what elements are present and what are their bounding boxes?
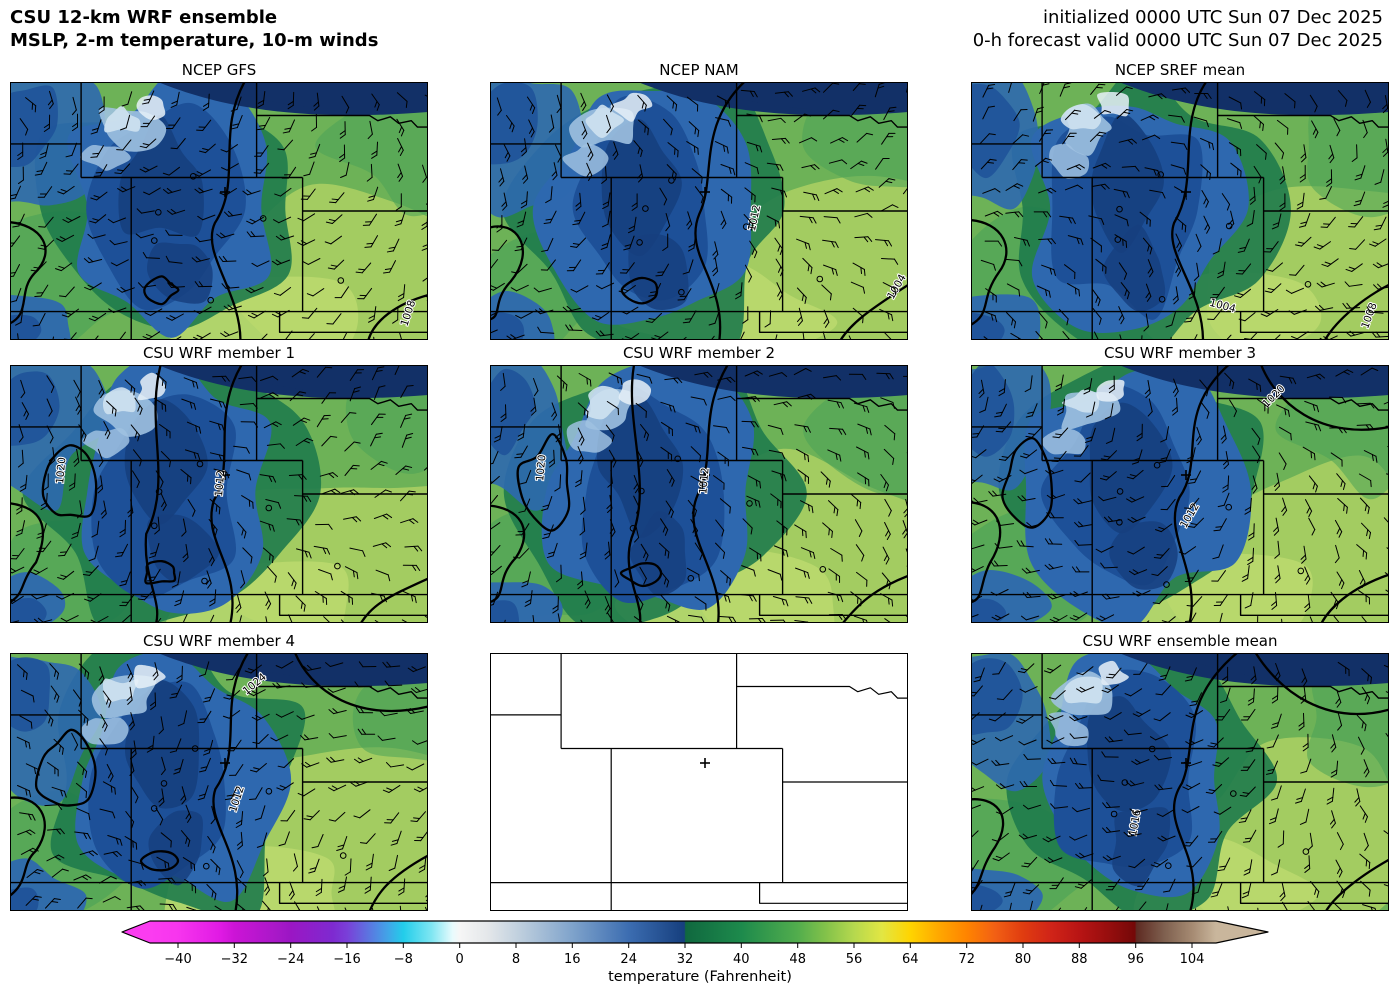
station-circles [1110,745,1310,869]
colorbar-tick-label: 96 [1127,952,1144,967]
title-line-1: CSU 12-km WRF ensemble [10,7,278,28]
colorbar-tick-label: −32 [221,952,248,967]
panel-csu-wrf-member-2: CSU WRF member 2 1020 1012 [490,343,908,623]
wind-barbs [490,82,908,340]
pressure-contours [490,365,908,623]
contour-labels: 1020 1012 [53,456,228,499]
panel-ncep-nam: NCEP NAM 1012 1004 [490,60,908,340]
contour-label: 1020 [534,454,548,482]
init-time: initialized 0000 UTC Sun 07 Dec 2025 [1042,7,1383,28]
colorbar-tick-label: 40 [733,952,750,967]
colorbar-tick-label: 88 [1071,952,1088,967]
colorbar-tick-label: 24 [620,952,637,967]
panel-title: NCEP SREF mean [1114,61,1246,79]
panel-csu-wrf-ensemble-mean: CSU WRF ensemble mean 1016 [971,631,1389,911]
panel-title: NCEP NAM [659,61,739,79]
panel-title: NCEP GFS [181,61,257,79]
colorbar-tick-label: −40 [164,952,191,967]
wind-barbs [490,367,908,623]
colorbar-ticks [177,943,1193,948]
title-line-2: MSLP, 2-m temperature, 10-m winds [10,30,379,51]
colorbar-tick-label: 80 [1015,952,1032,967]
map-ncep-gfs: 1008 [10,82,428,340]
contour-labels: 1016 [1126,807,1145,838]
state-borders [971,365,1389,623]
panel-ncep-sref-mean: NCEP SREF mean 1004 1008 [971,60,1389,340]
map-blank-basemap [490,653,908,911]
station-circles [636,177,824,296]
wind-barbs [971,367,1389,623]
colorbar-tick-label: 16 [564,952,581,967]
colorbar-tick-label: 72 [958,952,975,967]
panel-title [490,631,908,653]
colorbar-tick-label: 8 [512,952,520,967]
state-borders [10,365,428,623]
temperature-field [971,653,1389,911]
panel-title: CSU WRF member 4 [142,632,296,650]
wind-barbs [971,661,1389,911]
map-csu-wrf-member-1: 1020 1012 [10,365,428,623]
panel-title: CSU WRF member 1 [142,344,296,362]
valid-time: 0-h forecast valid 0000 UTC Sun 07 Dec 2… [972,30,1383,51]
colorbar: −40 −32 −24 −16 −8 0 8 16 24 32 40 48 56 64 72 80 88 96 10… [110,918,1290,985]
state-borders [490,653,908,911]
contour-labels: 1020 1012 [533,453,712,496]
map-csu-wrf-ensemble-mean: 1016 [971,653,1389,911]
map-ncep-sref-mean: 1004 1008 [971,82,1389,340]
colorbar-tick-label: 56 [846,952,863,967]
figure-timestamp: initialized 0000 UTC Sun 07 Dec 2025 0-h… [973,6,1383,52]
colorbar-gradient-bar [121,920,1269,944]
colorbar-tick-label: −8 [394,952,413,967]
wind-barbs [979,82,1389,340]
station-circles [151,460,341,585]
state-borders [971,82,1389,340]
colorbar-tick-label: 32 [677,952,694,967]
map-csu-wrf-member-2: 1020 1012 [490,365,908,623]
contour-label: 1020 [54,457,68,485]
station-circles [150,745,347,870]
colorbar-tick-label: −24 [277,952,304,967]
contour-label: 1012 [213,470,227,498]
panel-title: CSU WRF member 2 [622,344,776,362]
city-marker [700,758,710,768]
station-circles [1116,461,1305,588]
panel-blank-basemap [490,631,908,911]
panel-csu-wrf-member-4: CSU WRF member 4 1024 1012 [10,631,428,911]
figure-title: CSU 12-km WRF ensemble MSLP, 2-m tempera… [10,6,378,52]
colorbar-scale: −40 −32 −24 −16 −8 0 8 16 24 32 40 48 56 64 72 80 88 96 10… [121,920,1269,967]
colorbar-tick-labels: −40 −32 −24 −16 −8 0 8 16 24 32 40 48 56 64 72 80 88 96 10… [164,952,1204,967]
pressure-contours [10,365,428,623]
contour-label: 1016 [1127,808,1144,837]
panel-title: CSU WRF ensemble mean [1082,632,1278,650]
pressure-contours [10,82,428,340]
pressure-contours [971,365,1389,623]
colorbar-tick-label: 48 [789,952,806,967]
temperature-field [971,82,1389,340]
state-borders [971,653,1389,911]
colorbar-label: temperature (Fahrenheit) [608,969,792,985]
panel-ncep-gfs: NCEP GFS 1008 [10,60,428,340]
wind-barbs [16,660,428,911]
colorbar-tick-label: −16 [333,952,360,967]
state-borders [10,82,428,340]
colorbar-tick-label: 104 [1180,952,1205,967]
city-marker [220,758,230,768]
colorbar-tick-label: 64 [902,952,919,967]
contour-label: 1012 [697,467,711,495]
panel-csu-wrf-member-3: CSU WRF member 3 1020 1012 [971,343,1389,623]
panel-csu-wrf-member-1: CSU WRF member 1 1020 1012 [10,343,428,623]
colorbar-tick-label: 0 [456,952,464,967]
panel-title: CSU WRF member 3 [1103,344,1257,362]
